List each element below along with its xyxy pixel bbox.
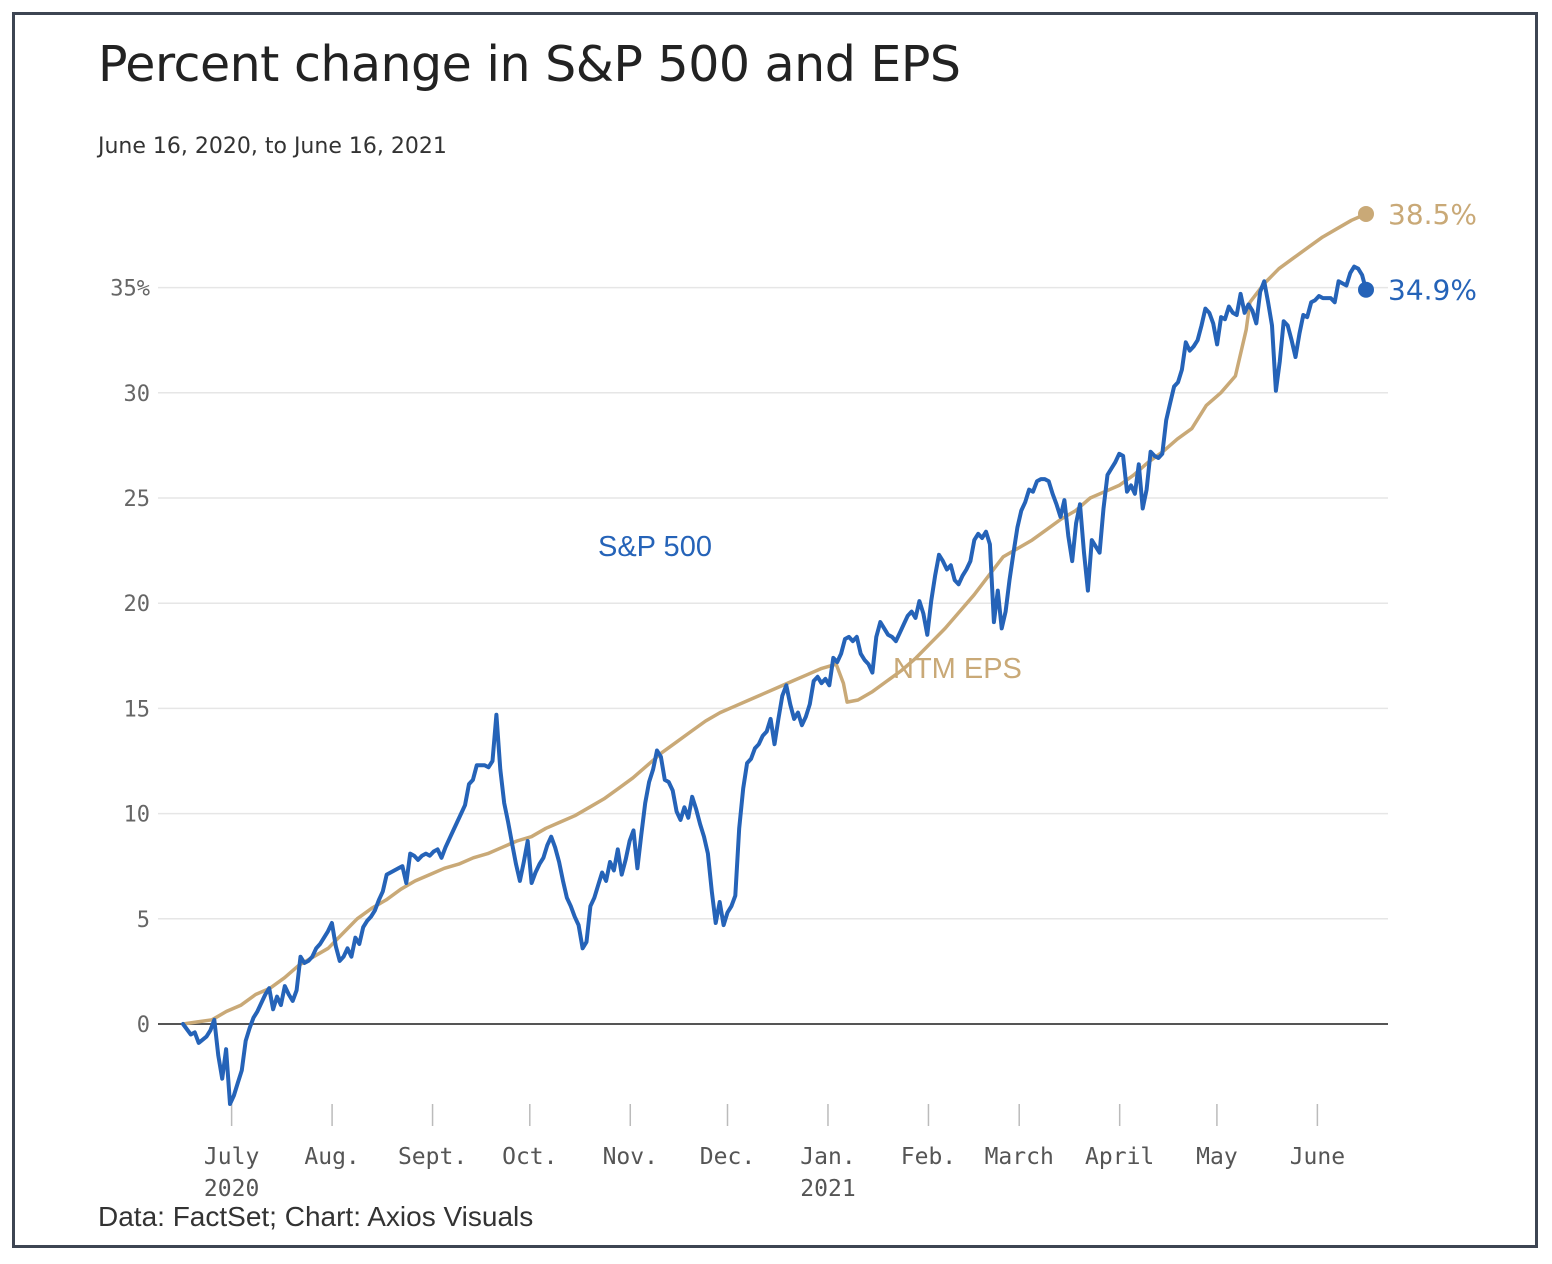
sp500-line xyxy=(181,264,1368,1106)
eps-line xyxy=(181,212,1368,1026)
sp500-series-label: S&P 500 xyxy=(598,531,712,563)
x-tick-label: Sept. xyxy=(398,1144,467,1170)
y-tick-label: 0 xyxy=(137,1013,150,1038)
x-tick-label: Aug. xyxy=(304,1144,359,1170)
y-tick-label: 5 xyxy=(137,908,150,933)
x-tick-label: Feb. xyxy=(901,1144,956,1170)
chart-frame xyxy=(12,12,1538,1248)
sp500-end-point xyxy=(1358,281,1374,298)
x-tick-label: April xyxy=(1085,1144,1154,1170)
y-tick-label: 15 xyxy=(124,697,151,722)
x-axis-ticks: July 2020 Aug. Sept. Oct. Nov. Dec. Jan. 2021 Feb… xyxy=(204,1104,1345,1202)
series-labels: 38.5% 34.9% S&P 500 NTM EPS xyxy=(598,198,1477,685)
grid-lines xyxy=(158,286,1388,1025)
x-tick-label: Oct. xyxy=(502,1144,557,1170)
x-tick-year: 2021 xyxy=(800,1176,855,1202)
chart-title: Percent change in S&P 500 and EPS xyxy=(98,36,961,93)
series-lines xyxy=(181,205,1374,1106)
y-tick-label: 30 xyxy=(124,382,151,407)
x-tick-label: Jan. xyxy=(800,1144,855,1170)
eps-end-label: 38.5% xyxy=(1388,198,1477,231)
sp500-end-label: 34.9% xyxy=(1388,274,1477,307)
x-tick-label: July xyxy=(204,1144,259,1170)
eps-end-point xyxy=(1358,205,1374,222)
y-tick-label: 35% xyxy=(110,277,150,302)
x-tick-label: March xyxy=(985,1144,1054,1170)
x-tick-label: Dec. xyxy=(700,1144,755,1170)
y-tick-label: 20 xyxy=(124,592,151,617)
x-tick-label: June xyxy=(1290,1144,1345,1170)
y-axis-ticks: 0 5 10 15 20 25 30 35% xyxy=(110,277,150,1038)
eps-series-label: NTM EPS xyxy=(893,653,1022,685)
x-tick-year: 2020 xyxy=(204,1176,259,1202)
x-tick-label: May xyxy=(1196,1144,1238,1170)
y-tick-label: 25 xyxy=(124,487,151,512)
y-tick-label: 10 xyxy=(124,803,151,828)
x-tick-label: Nov. xyxy=(603,1144,658,1170)
source-note: Data: FactSet; Chart: Axios Visuals xyxy=(98,1201,534,1232)
chart-subtitle: June 16, 2020, to June 16, 2021 xyxy=(98,134,447,159)
